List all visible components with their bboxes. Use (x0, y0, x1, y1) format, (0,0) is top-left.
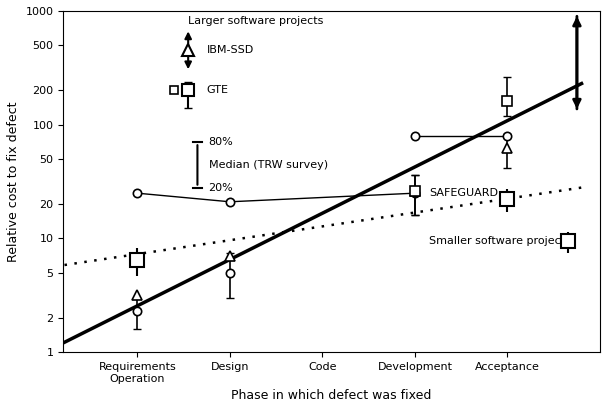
Text: Larger software projects: Larger software projects (188, 16, 324, 26)
Text: 80%: 80% (209, 137, 233, 147)
Text: Median (TRW survey): Median (TRW survey) (209, 160, 328, 170)
Text: 20%: 20% (209, 182, 233, 193)
X-axis label: Phase in which defect was fixed: Phase in which defect was fixed (231, 389, 432, 402)
Text: SAFEGUARD: SAFEGUARD (429, 188, 498, 198)
Text: IBM-SSD: IBM-SSD (207, 45, 254, 55)
Text: Smaller software projects: Smaller software projects (429, 236, 571, 246)
Y-axis label: Relative cost to fix defect: Relative cost to fix defect (7, 101, 20, 262)
Text: GTE: GTE (207, 85, 229, 95)
